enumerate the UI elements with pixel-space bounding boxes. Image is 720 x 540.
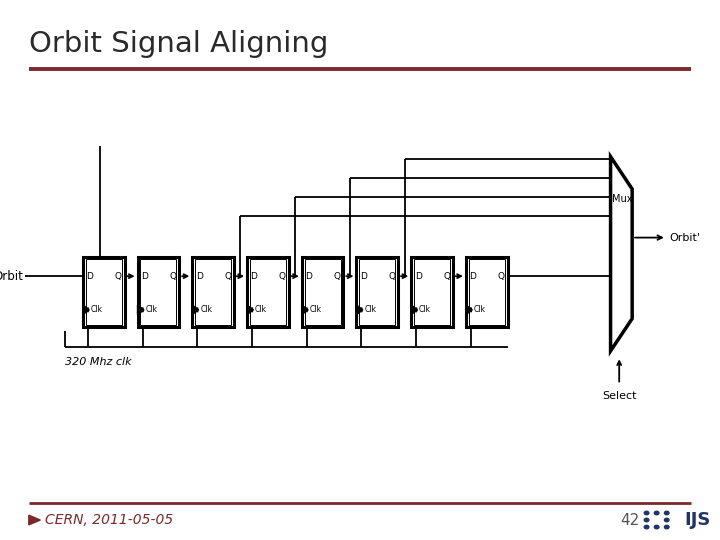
Text: 320 Mhz clk: 320 Mhz clk xyxy=(65,357,132,367)
Polygon shape xyxy=(83,305,89,315)
Text: D: D xyxy=(305,272,312,281)
Bar xyxy=(305,259,341,325)
Text: Mux: Mux xyxy=(612,194,632,205)
Text: D: D xyxy=(415,272,422,281)
Text: Select: Select xyxy=(602,391,636,401)
Circle shape xyxy=(665,518,669,522)
Text: Q: Q xyxy=(388,272,395,281)
Polygon shape xyxy=(302,305,308,315)
Text: Orbit': Orbit' xyxy=(670,233,701,242)
Text: D: D xyxy=(196,272,203,281)
Circle shape xyxy=(654,525,659,529)
Bar xyxy=(138,256,179,327)
Polygon shape xyxy=(138,305,144,315)
Text: Q: Q xyxy=(443,272,450,281)
Polygon shape xyxy=(29,515,40,525)
Text: Q: Q xyxy=(279,272,286,281)
Polygon shape xyxy=(356,305,363,315)
Bar xyxy=(359,259,395,325)
Circle shape xyxy=(644,525,649,529)
Text: D: D xyxy=(141,272,148,281)
Bar xyxy=(466,256,508,327)
Circle shape xyxy=(654,511,659,515)
Text: Clk: Clk xyxy=(310,305,322,314)
Text: Clk: Clk xyxy=(419,305,431,314)
Polygon shape xyxy=(192,305,199,315)
Text: Orbit Signal Aligning: Orbit Signal Aligning xyxy=(29,30,328,58)
Bar xyxy=(192,256,234,327)
Circle shape xyxy=(644,518,649,522)
Text: Clk: Clk xyxy=(91,305,103,314)
Text: Q: Q xyxy=(169,272,176,281)
Circle shape xyxy=(665,511,669,515)
Bar xyxy=(140,259,176,325)
Text: Q: Q xyxy=(224,272,231,281)
Bar xyxy=(414,259,450,325)
Text: 42: 42 xyxy=(621,512,640,528)
Text: CERN, 2011-05-05: CERN, 2011-05-05 xyxy=(45,513,174,527)
Polygon shape xyxy=(466,305,472,315)
Circle shape xyxy=(665,525,669,529)
Circle shape xyxy=(644,511,649,515)
Bar xyxy=(247,256,289,327)
Text: Q: Q xyxy=(333,272,341,281)
Text: Orbit: Orbit xyxy=(0,269,23,282)
Text: D: D xyxy=(360,272,367,281)
Text: Clk: Clk xyxy=(474,305,486,314)
Bar xyxy=(356,256,398,327)
Bar xyxy=(411,256,453,327)
Bar xyxy=(302,256,343,327)
Text: Clk: Clk xyxy=(364,305,377,314)
Polygon shape xyxy=(411,305,418,315)
Text: Clk: Clk xyxy=(200,305,212,314)
Text: D: D xyxy=(251,272,258,281)
Bar xyxy=(469,259,505,325)
Text: Q: Q xyxy=(498,272,505,281)
Polygon shape xyxy=(247,305,253,315)
Text: D: D xyxy=(86,272,94,281)
Bar xyxy=(83,256,125,327)
Polygon shape xyxy=(611,157,632,351)
Text: Q: Q xyxy=(114,272,122,281)
Text: D: D xyxy=(469,272,477,281)
Bar xyxy=(86,259,122,325)
Bar xyxy=(195,259,231,325)
Text: Clk: Clk xyxy=(145,305,158,314)
Text: IJS: IJS xyxy=(684,511,711,529)
Text: Clk: Clk xyxy=(255,305,267,314)
Bar xyxy=(250,259,286,325)
